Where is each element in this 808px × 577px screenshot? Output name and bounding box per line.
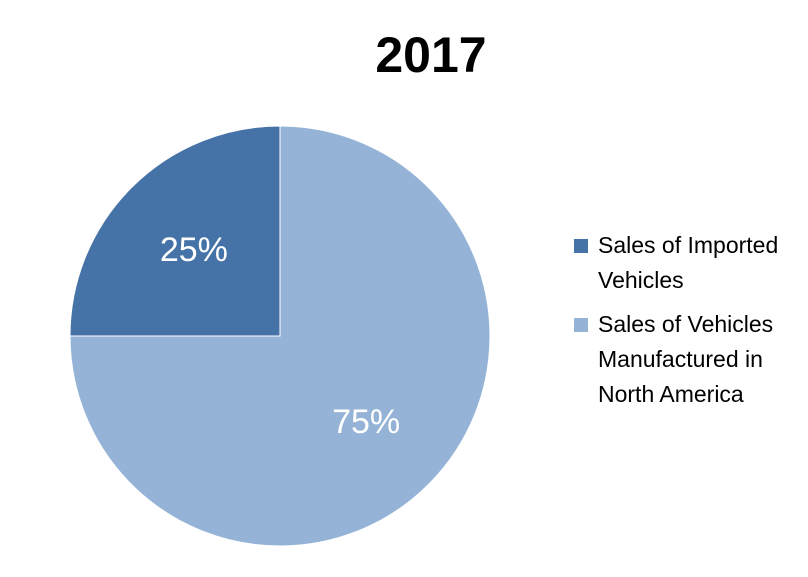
legend-swatch-imported xyxy=(574,239,588,253)
legend-item-north-america: Sales of Vehicles Manufactured in North … xyxy=(574,307,808,412)
pie-slice-0 xyxy=(69,125,281,337)
pie-slice-1 xyxy=(69,125,491,547)
legend-item-imported: Sales of Imported Vehicles xyxy=(574,228,808,298)
chart-title: 2017 xyxy=(375,27,487,83)
legend: Sales of Imported Vehicles Sales of Vehi… xyxy=(574,228,808,412)
data-label-0: 25% xyxy=(160,231,228,269)
legend-label-north-america: Sales of Vehicles Manufactured in North … xyxy=(598,311,774,407)
data-label-1: 75% xyxy=(332,403,400,441)
legend-swatch-north-america xyxy=(574,318,588,332)
legend-label-imported: Sales of Imported Vehicles xyxy=(598,232,779,293)
